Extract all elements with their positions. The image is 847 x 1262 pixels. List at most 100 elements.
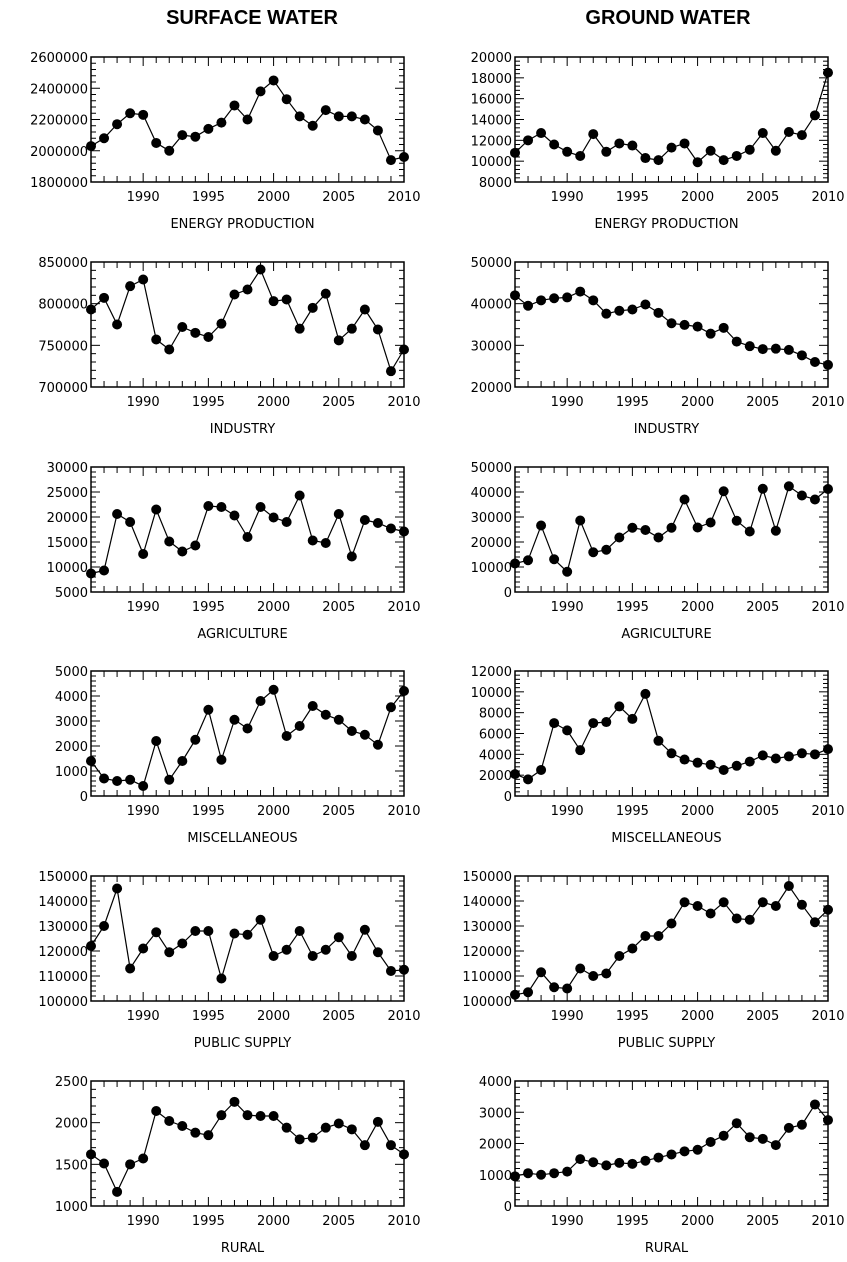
x-tick-label: 2000 bbox=[257, 1009, 290, 1024]
data-point bbox=[536, 1169, 547, 1180]
data-point bbox=[333, 1118, 344, 1129]
y-tick-label: 150000 bbox=[38, 870, 88, 885]
data-point bbox=[640, 688, 651, 699]
data-point bbox=[86, 941, 96, 951]
data-point bbox=[588, 547, 599, 558]
data-point bbox=[307, 302, 318, 313]
y-tick-label: 10000 bbox=[471, 155, 512, 170]
x-tick-label: 2000 bbox=[257, 190, 290, 205]
data-point bbox=[705, 517, 716, 528]
y-tick-label: 1500 bbox=[55, 1158, 88, 1173]
data-point bbox=[575, 1154, 586, 1165]
x-tick-label: 2000 bbox=[681, 1009, 714, 1024]
data-point bbox=[601, 146, 612, 157]
x-tick-label: 1995 bbox=[192, 600, 225, 615]
data-point bbox=[190, 926, 201, 936]
y-tick-label: 2200000 bbox=[30, 114, 88, 129]
x-tick-label: 2005 bbox=[322, 1009, 355, 1024]
data-point bbox=[281, 94, 292, 105]
data-point bbox=[359, 304, 370, 315]
data-point bbox=[294, 721, 305, 731]
y-tick-label: 50000 bbox=[471, 256, 512, 271]
data-point bbox=[679, 897, 690, 908]
plot-frame bbox=[90, 1080, 405, 1207]
x-tick-label: 1990 bbox=[551, 804, 584, 819]
data-point bbox=[640, 525, 651, 535]
data-point bbox=[757, 344, 768, 355]
data-point bbox=[125, 517, 136, 527]
data-point bbox=[575, 963, 586, 974]
y-tick-label: 25000 bbox=[47, 486, 88, 501]
x-axis-label: PUBLIC SUPPLY bbox=[194, 1036, 292, 1051]
data-point bbox=[796, 130, 807, 141]
y-tick-label: 30000 bbox=[471, 339, 512, 354]
data-point bbox=[125, 1159, 136, 1170]
data-point bbox=[294, 1134, 305, 1145]
column-title-surface-water: SURFACE WATER bbox=[166, 7, 338, 29]
data-point bbox=[718, 486, 729, 497]
data-point bbox=[151, 927, 162, 938]
x-tick-label: 1995 bbox=[192, 804, 225, 819]
data-point bbox=[536, 520, 547, 531]
y-tick-label: 130000 bbox=[462, 920, 512, 935]
data-point bbox=[627, 1158, 638, 1169]
data-point bbox=[372, 518, 383, 528]
data-point bbox=[372, 125, 383, 136]
data-point bbox=[731, 150, 742, 161]
x-tick-label: 2005 bbox=[746, 190, 779, 205]
x-tick-label: 1990 bbox=[551, 395, 584, 410]
x-axis-label: MISCELLANEOUS bbox=[611, 831, 721, 846]
data-point bbox=[242, 532, 253, 542]
data-point bbox=[653, 931, 664, 941]
data-point bbox=[86, 1149, 96, 1160]
data-point bbox=[549, 982, 560, 993]
y-tick-label: 4000 bbox=[479, 1075, 512, 1090]
x-tick-label: 1990 bbox=[551, 1214, 584, 1229]
data-point bbox=[523, 300, 534, 311]
data-point bbox=[731, 913, 742, 924]
y-tick-label: 4000 bbox=[479, 748, 512, 763]
data-point bbox=[666, 1149, 677, 1160]
data-point bbox=[601, 717, 612, 728]
data-point bbox=[640, 1155, 651, 1166]
data-point bbox=[346, 111, 357, 122]
data-point bbox=[359, 924, 370, 935]
x-tick-label: 1990 bbox=[551, 600, 584, 615]
y-tick-label: 1000 bbox=[55, 765, 88, 780]
data-point bbox=[692, 1144, 703, 1155]
x-tick-label: 1995 bbox=[616, 190, 649, 205]
data-point bbox=[823, 484, 833, 494]
data-point bbox=[562, 292, 573, 303]
data-point bbox=[307, 951, 318, 961]
series-line bbox=[514, 1103, 829, 1177]
data-point bbox=[255, 86, 266, 97]
x-axis-label: PUBLIC SUPPLY bbox=[618, 1036, 716, 1051]
data-point bbox=[783, 751, 794, 762]
data-point bbox=[138, 781, 149, 791]
x-tick-label: 2005 bbox=[322, 190, 355, 205]
data-point bbox=[99, 921, 110, 931]
data-point bbox=[809, 357, 820, 367]
chart-public-supply-surface: 1990 1995 2000 2005 2010 100000 110000 120000 13… bbox=[38, 870, 420, 1051]
y-tick-label: 2000 bbox=[479, 1138, 512, 1153]
data-point bbox=[112, 883, 123, 894]
y-tick-label: 40000 bbox=[471, 486, 512, 501]
data-point bbox=[510, 558, 520, 569]
data-point bbox=[177, 938, 188, 949]
data-point bbox=[575, 150, 586, 161]
data-point bbox=[229, 510, 240, 521]
data-point bbox=[216, 502, 227, 512]
y-tick-label: 6000 bbox=[479, 728, 512, 743]
data-point bbox=[549, 139, 560, 150]
data-point bbox=[744, 1132, 755, 1143]
x-axis-label: RURAL bbox=[645, 1241, 689, 1256]
data-point bbox=[281, 944, 292, 955]
y-tick-label: 12000 bbox=[471, 665, 512, 680]
y-tick-label: 3000 bbox=[55, 715, 88, 730]
data-point bbox=[164, 145, 175, 156]
data-point bbox=[640, 299, 651, 310]
data-point bbox=[731, 515, 742, 526]
data-point bbox=[601, 308, 612, 319]
data-point bbox=[562, 725, 573, 736]
data-point bbox=[666, 748, 677, 759]
